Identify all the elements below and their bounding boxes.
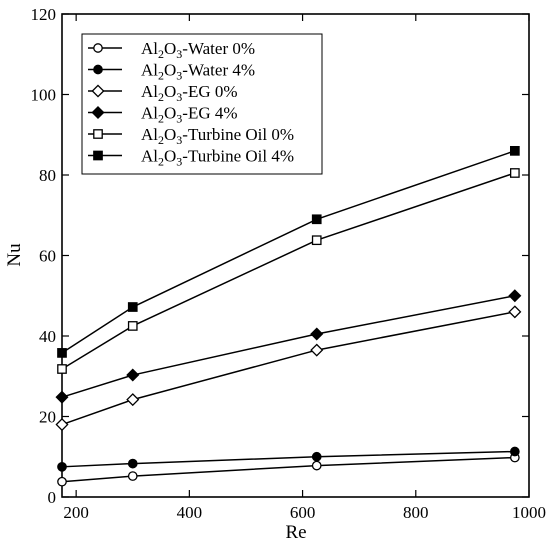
data-point-s3-2 xyxy=(126,393,140,407)
legend-subscript: 3 xyxy=(176,112,182,126)
legend-text-part: Al xyxy=(141,147,158,166)
x-tick-label: 1000 xyxy=(512,503,546,522)
legend-text-part: Al xyxy=(141,104,158,123)
legend-text-part: O xyxy=(164,39,176,58)
legend-text-part: -Water 0% xyxy=(182,39,255,58)
legend-label-5: Al2O3-Turbine Oil 0% xyxy=(141,125,294,147)
legend-label-4: Al2O3-EG 4% xyxy=(141,104,238,126)
legend-subscript: 3 xyxy=(176,133,182,147)
data-point-s5-1 xyxy=(57,364,67,374)
series-markers xyxy=(55,145,522,487)
legend-subscript: 3 xyxy=(176,47,182,61)
data-point-s4-4 xyxy=(508,289,522,303)
legend-text-part: -Turbine Oil 0% xyxy=(182,125,294,144)
legend-marker-5 xyxy=(93,129,103,139)
legend-label-2: Al2O3-Water 4% xyxy=(141,61,255,83)
series-line-3 xyxy=(61,311,515,426)
data-point-s6-2 xyxy=(127,302,138,312)
legend-subscript: 2 xyxy=(158,90,164,104)
data-point-s2-3 xyxy=(311,451,322,462)
series-line-1 xyxy=(61,456,515,483)
legend-text-part: -EG 4% xyxy=(182,104,237,123)
legend-label-1: Al2O3-Water 0% xyxy=(141,39,255,61)
x-axis-label: Re xyxy=(285,522,306,543)
legend-text-part: O xyxy=(164,125,176,144)
y-tick-label: 60 xyxy=(39,247,56,266)
legend-text-part: O xyxy=(164,61,176,80)
data-point-s6-1 xyxy=(57,348,67,358)
series-line-6 xyxy=(61,150,516,354)
data-point-s2-4 xyxy=(509,446,520,457)
data-point-s5-2 xyxy=(127,321,138,331)
legend-marker-3 xyxy=(91,84,105,98)
legend-subscript: 3 xyxy=(176,155,182,169)
series-line-5 xyxy=(61,172,516,370)
x-tick-label: 200 xyxy=(63,503,89,522)
axis-ticks: 200 400 600 800 1000 0 20 40 60 80 100 120 xyxy=(31,5,546,522)
y-tick-label: 100 xyxy=(31,86,57,105)
legend-text-part: -Turbine Oil 4% xyxy=(182,147,294,166)
legend-subscript: 2 xyxy=(158,133,164,147)
series-line-4 xyxy=(61,295,515,398)
data-point-s2-2 xyxy=(127,458,138,469)
legend-marker-2 xyxy=(93,64,103,75)
legend-subscript: 2 xyxy=(158,155,164,169)
data-point-s2-1 xyxy=(57,461,67,472)
y-tick-label: 0 xyxy=(48,488,57,507)
legend-subscript: 3 xyxy=(176,90,182,104)
x-tick-label: 600 xyxy=(290,503,316,522)
legend-text-part: Al xyxy=(141,125,158,144)
x-tick-label: 400 xyxy=(177,503,203,522)
data-point-s4-3 xyxy=(310,327,324,341)
x-tick-label: 800 xyxy=(403,503,429,522)
legend-marker-1 xyxy=(93,43,103,53)
data-point-s1-2 xyxy=(127,471,138,481)
legend-marker-6 xyxy=(93,150,103,161)
legend-label-3: Al2O3-EG 0% xyxy=(141,82,238,104)
legend-text-part: -Water 4% xyxy=(182,61,255,80)
y-axis-label: Nu xyxy=(4,243,25,267)
y-tick-label: 20 xyxy=(39,408,56,427)
legend: Al2O3-Water 0%Al2O3-Water 4%Al2O3-EG 0%A… xyxy=(81,33,323,175)
data-point-s6-3 xyxy=(311,214,322,225)
legend-text-part: O xyxy=(164,82,176,101)
legend-text-part: Al xyxy=(141,61,158,80)
data-point-s6-4 xyxy=(509,145,520,156)
y-tick-label: 120 xyxy=(31,5,57,24)
data-point-s4-1 xyxy=(55,390,69,404)
data-point-s3-3 xyxy=(310,343,324,357)
legend-text-part: Al xyxy=(141,39,158,58)
data-point-s3-4 xyxy=(508,305,522,319)
legend-subscript: 2 xyxy=(158,112,164,126)
legend-label-6: Al2O3-Turbine Oil 4% xyxy=(141,147,294,169)
legend-marker-4 xyxy=(91,105,105,120)
legend-subscript: 2 xyxy=(158,47,164,61)
y-tick-label: 40 xyxy=(39,327,56,346)
y-tick-label: 80 xyxy=(39,166,56,185)
legend-subscript: 2 xyxy=(158,69,164,83)
data-point-s5-4 xyxy=(509,168,520,178)
data-point-s1-1 xyxy=(57,476,67,487)
data-point-s4-2 xyxy=(126,368,140,382)
data-point-s5-3 xyxy=(311,235,322,246)
legend-text-part: O xyxy=(164,147,176,166)
legend-text-part: -EG 0% xyxy=(182,82,237,101)
data-point-s1-3 xyxy=(311,460,322,471)
legend-text-part: O xyxy=(164,104,176,123)
legend-box xyxy=(81,33,323,175)
series-line-2 xyxy=(61,450,515,468)
legend-subscript: 3 xyxy=(176,69,182,83)
legend-text-part: Al xyxy=(141,82,158,101)
series-lines xyxy=(61,150,516,483)
data-point-s3-1 xyxy=(55,418,69,432)
